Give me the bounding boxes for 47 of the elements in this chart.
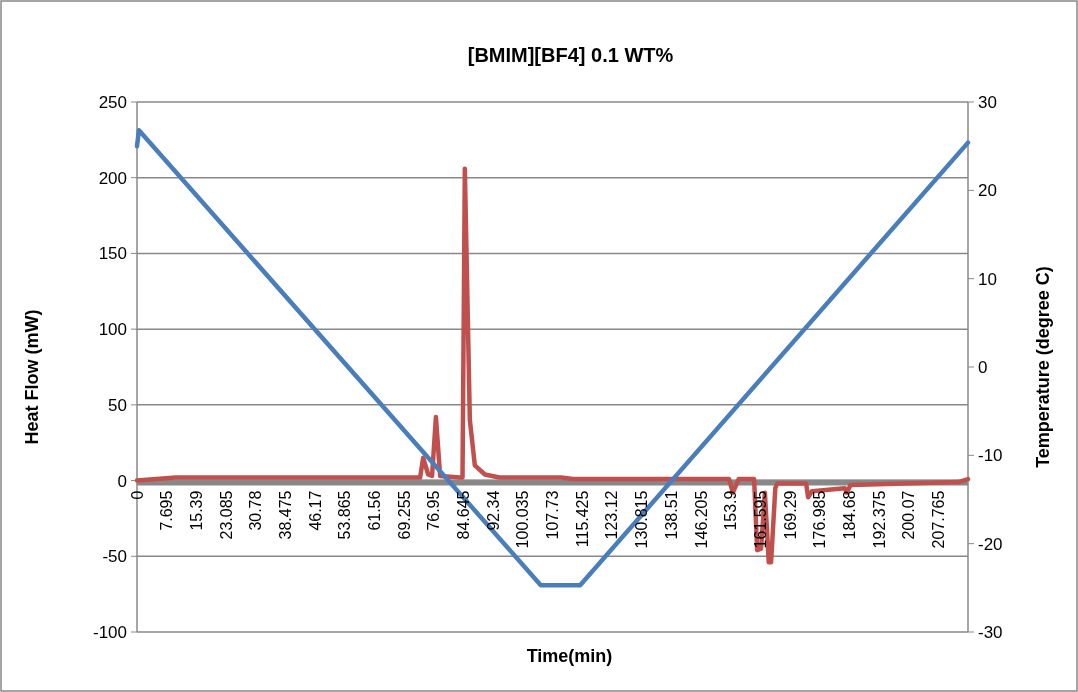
- y2-tick-label: 0: [978, 357, 988, 377]
- x-tick-label: 115.425: [573, 490, 591, 548]
- y2-tick-label: -10: [978, 446, 1003, 466]
- x-tick-label: 207.765: [929, 490, 947, 549]
- x-tick-label: 184.68: [840, 490, 858, 540]
- y2-tick-label: -20: [978, 534, 1003, 554]
- x-tick-label: 61.56: [366, 490, 384, 531]
- x-tick-label: 30.78: [247, 490, 265, 531]
- y2-tick-label: 20: [978, 181, 997, 201]
- y2-tick-label: 30: [978, 92, 997, 112]
- x-tick-label: 176.985: [811, 490, 829, 549]
- y2-axis-title: Temperature (degree C): [1033, 266, 1054, 468]
- x-tick-label: 100.035: [514, 490, 532, 549]
- x-tick-label: 130.815: [633, 490, 651, 549]
- x-tick-label: 153.9: [722, 490, 740, 531]
- x-tick-label: 123.12: [603, 490, 621, 540]
- chart-title: [BMIM][BF4] 0.1 WT%: [467, 44, 674, 66]
- x-tick-label: 69.255: [395, 490, 413, 540]
- y-tick-label: 200: [98, 168, 127, 188]
- x-tick-label: 107.73: [544, 490, 562, 540]
- x-tick-label: 15.39: [187, 490, 205, 531]
- y-tick-label: -50: [102, 547, 127, 567]
- x-tick-label: 84.645: [455, 490, 473, 540]
- x-tick-label: 7.695: [158, 490, 176, 531]
- x-tick-label: 53.865: [336, 490, 354, 540]
- x-tick-label: 161.595: [751, 490, 769, 549]
- y2-tick-label: -30: [978, 622, 1003, 642]
- x-tick-label: 146.205: [692, 490, 710, 549]
- x-tick-label: 169.29: [781, 490, 799, 540]
- y-tick-label: 250: [98, 92, 127, 112]
- x-axis-title: Time(min): [526, 646, 613, 666]
- y-tick-label: 100: [98, 320, 127, 340]
- x-tick-label: 0: [128, 490, 146, 500]
- y2-tick-label: 10: [978, 269, 997, 289]
- x-tick-label: 46.17: [306, 490, 324, 531]
- x-tick-label: 138.51: [662, 490, 680, 540]
- x-tick-label: 200.07: [900, 490, 918, 540]
- x-tick-label: 23.085: [217, 490, 235, 540]
- x-tick-label: 92.34: [484, 490, 502, 531]
- y-tick-label: 150: [98, 244, 127, 264]
- y-tick-label: 50: [108, 395, 127, 415]
- y-tick-label: -100: [92, 622, 127, 642]
- x-tick-label: 38.475: [276, 490, 294, 540]
- x-tick-label: 76.95: [425, 490, 443, 531]
- y-tick-label: 0: [117, 471, 127, 491]
- y-axis-title: Heat Flow (mW): [22, 309, 42, 445]
- x-tick-label: 192.375: [870, 490, 888, 549]
